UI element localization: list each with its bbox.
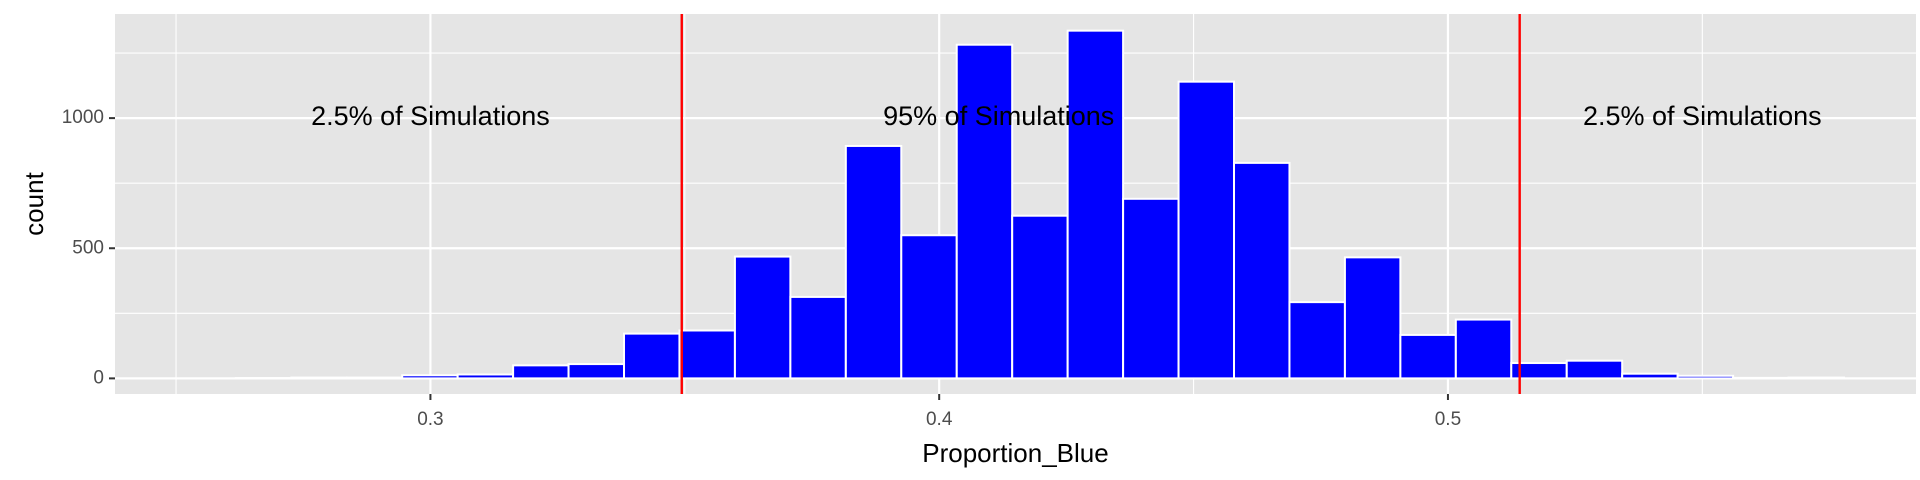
histogram-bar — [1343, 256, 1402, 380]
histogram-bar — [567, 363, 626, 380]
histogram-bar — [456, 373, 515, 380]
histogram-bar — [955, 43, 1014, 380]
annotation-label: 95% of Simulations — [883, 101, 1114, 131]
y-tick-label: 0 — [93, 367, 104, 388]
histogram-bar — [512, 364, 570, 380]
y-axis-title: count — [19, 171, 49, 235]
histogram-bar — [623, 332, 681, 380]
x-tick-label: 0.4 — [926, 409, 953, 430]
histogram-bar — [345, 376, 404, 380]
histogram-bar — [1732, 376, 1790, 380]
histogram-bar — [1233, 161, 1291, 380]
histogram-bar — [678, 329, 736, 380]
histogram-bar — [1676, 374, 1735, 380]
histogram-bar — [1565, 359, 1624, 380]
y-axis: 0 500 1000 — [62, 107, 115, 388]
histogram-bar — [1288, 301, 1346, 380]
x-tick-label: 0.3 — [417, 409, 443, 430]
x-axis: 0.3 0.4 0.5 — [417, 394, 1461, 430]
histogram-bar — [401, 374, 459, 380]
x-tick-label: 0.5 — [1435, 409, 1461, 430]
histogram-bar — [1177, 80, 1236, 380]
histogram-bar — [1621, 372, 1679, 380]
y-tick-label: 1000 — [62, 107, 104, 128]
histogram-bar — [290, 376, 348, 380]
annotation-label: 2.5% of Simulations — [1583, 101, 1822, 131]
histogram-bar — [1066, 29, 1125, 380]
annotations: 2.5% of Simulations 95% of Simulations 2.5… — [311, 101, 1822, 131]
histogram-bars — [234, 29, 1846, 380]
histogram-bar — [1454, 318, 1513, 380]
y-tick-label: 500 — [72, 237, 104, 258]
threshold-lines — [680, 14, 1521, 394]
histogram-bar — [1787, 376, 1846, 380]
histogram-bar — [1011, 214, 1069, 380]
histogram-bar — [733, 255, 792, 380]
annotation-label: 2.5% of Simulations — [311, 101, 550, 131]
x-axis-title: Proportion_Blue — [922, 438, 1108, 468]
histogram-bar — [1399, 333, 1457, 380]
histogram-bar — [789, 295, 847, 380]
histogram-bar — [900, 234, 958, 380]
histogram-bar — [844, 144, 903, 380]
histogram-bar — [1122, 197, 1180, 380]
